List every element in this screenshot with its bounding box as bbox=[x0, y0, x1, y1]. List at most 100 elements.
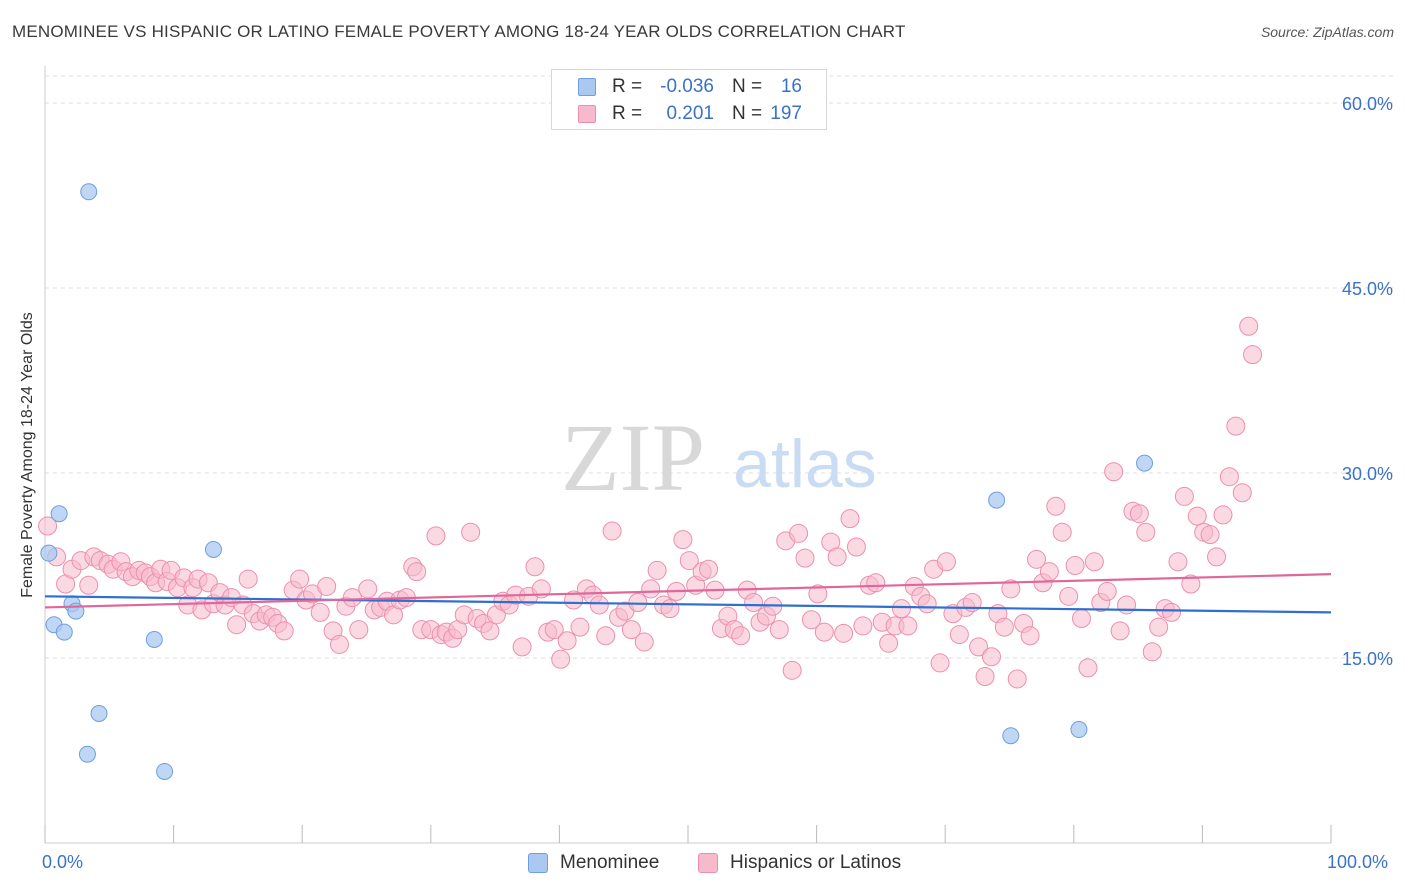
hispanic-point bbox=[317, 576, 337, 596]
hispanic-point bbox=[634, 632, 654, 652]
chart-title: MENOMINEE VS HISPANIC OR LATINO FEMALE P… bbox=[12, 22, 906, 41]
hispanic-point bbox=[1027, 549, 1047, 569]
hispanic-point bbox=[79, 575, 99, 595]
hispanic-point bbox=[879, 633, 899, 653]
hispanic-point bbox=[628, 593, 648, 612]
hispanic-point bbox=[544, 620, 564, 640]
watermark-atlas: atlas bbox=[733, 426, 877, 502]
hispanic-point bbox=[290, 569, 310, 589]
hispanic-point bbox=[827, 547, 847, 567]
hispanic-point bbox=[461, 522, 481, 542]
menominee-swatch bbox=[578, 78, 596, 96]
menominee-point bbox=[204, 540, 222, 558]
hispanic-point bbox=[512, 637, 532, 657]
hispanic-point bbox=[789, 523, 809, 543]
hispanic-point bbox=[342, 588, 362, 608]
y-tick-labels: 15.0% 30.0% 45.0% 60.0% bbox=[1342, 94, 1393, 669]
hispanic-point bbox=[641, 579, 661, 599]
hispanic-point bbox=[349, 620, 369, 640]
hispanic-point bbox=[1174, 486, 1194, 506]
menominee-point bbox=[90, 705, 108, 722]
hispanic-point bbox=[1142, 642, 1162, 662]
hispanic-point bbox=[949, 625, 969, 645]
hispanic-point bbox=[227, 615, 247, 635]
hispanic-point bbox=[1168, 552, 1188, 572]
menominee-point bbox=[55, 623, 73, 641]
legend-n-value: 197 bbox=[770, 103, 802, 124]
legend-r-label: R = bbox=[612, 103, 643, 124]
legend-row-menominee: R = -0.036 N = 16 bbox=[552, 74, 826, 100]
hispanic-point bbox=[1239, 316, 1259, 336]
hispanic-point bbox=[407, 562, 427, 582]
hispanic-point bbox=[898, 616, 918, 636]
hispanic-point bbox=[1187, 506, 1207, 526]
hispanic-point bbox=[1046, 496, 1066, 516]
chart-source: Source: ZipAtlas.com bbox=[1260, 24, 1394, 40]
hispanic-point bbox=[238, 569, 258, 589]
hispanic-point bbox=[1097, 581, 1117, 601]
y-tick-label: 15.0% bbox=[1342, 649, 1393, 669]
hispanic-point bbox=[1104, 462, 1124, 482]
hispanic-point bbox=[551, 649, 571, 669]
hispanic-point bbox=[975, 667, 995, 686]
hispanic-point bbox=[917, 594, 937, 614]
hispanic-point bbox=[1219, 467, 1239, 487]
y-tick-label: 45.0% bbox=[1342, 279, 1393, 299]
hispanic-point bbox=[981, 647, 1001, 667]
menominee-point bbox=[1002, 727, 1020, 745]
hispanic-point bbox=[1078, 658, 1098, 678]
hispanic-point bbox=[564, 590, 584, 610]
hispanic-point bbox=[673, 530, 693, 550]
hispanic-point bbox=[1181, 574, 1201, 594]
hispanic-point bbox=[769, 620, 789, 640]
hispanic-point bbox=[1110, 621, 1130, 641]
hispanic-point bbox=[936, 552, 956, 572]
hispanic-point bbox=[1039, 562, 1059, 582]
legend-r-value: -0.036 bbox=[660, 76, 714, 97]
hispanic-point bbox=[1243, 345, 1263, 365]
hispanic-point bbox=[891, 599, 911, 619]
legend-row-hispanic: R = 0.201 N = 197 bbox=[552, 101, 826, 127]
menominee-point bbox=[156, 762, 174, 780]
hispanic-point bbox=[1129, 504, 1149, 524]
menominee-point bbox=[145, 631, 163, 648]
legend-n-value: 16 bbox=[780, 76, 802, 97]
hispanic-swatch bbox=[578, 105, 596, 123]
legend-n-label: N = bbox=[732, 103, 763, 124]
hispanic-point bbox=[602, 521, 622, 541]
menominee-point bbox=[1136, 454, 1154, 472]
hispanic-point bbox=[1072, 609, 1092, 629]
hispanic-point bbox=[679, 551, 699, 571]
watermark: ZIP atlas bbox=[561, 404, 877, 511]
hispanic-point bbox=[866, 573, 886, 593]
menominee-point bbox=[40, 544, 58, 562]
hispanic-point bbox=[1001, 579, 1021, 599]
menominee-trend-line bbox=[44, 595, 1332, 614]
hispanic-point bbox=[1052, 522, 1072, 542]
hispanic-point bbox=[1007, 669, 1027, 689]
hispanic-point bbox=[525, 557, 545, 577]
legend-label-menominee: Menominee bbox=[560, 852, 660, 873]
hispanic-point bbox=[274, 621, 294, 641]
hispanic-point bbox=[1136, 522, 1156, 542]
menominee-point bbox=[988, 491, 1006, 509]
correlation-legend: R = -0.036 N = 16 R = 0.201 N = 197 bbox=[551, 69, 827, 130]
menominee-point bbox=[80, 183, 98, 201]
hispanic-point bbox=[1200, 525, 1220, 545]
hispanic-point bbox=[744, 593, 764, 612]
hispanic-point bbox=[808, 584, 828, 604]
hispanic-point bbox=[38, 516, 58, 536]
hispanic-point bbox=[731, 626, 751, 646]
hispanic-point bbox=[840, 509, 860, 529]
hispanic-point bbox=[795, 548, 815, 568]
hispanic-point bbox=[660, 599, 680, 619]
hispanic-trend-line bbox=[44, 573, 1332, 609]
trend-lines bbox=[44, 573, 1332, 614]
menominee-point bbox=[1070, 721, 1088, 739]
menominee-legend-swatch bbox=[528, 853, 548, 873]
watermark-zip: ZIP bbox=[561, 404, 705, 511]
hispanic-points bbox=[38, 316, 1263, 689]
hispanic-legend-swatch bbox=[698, 853, 718, 873]
hispanic-point bbox=[969, 637, 989, 657]
hispanic-point bbox=[801, 610, 821, 630]
